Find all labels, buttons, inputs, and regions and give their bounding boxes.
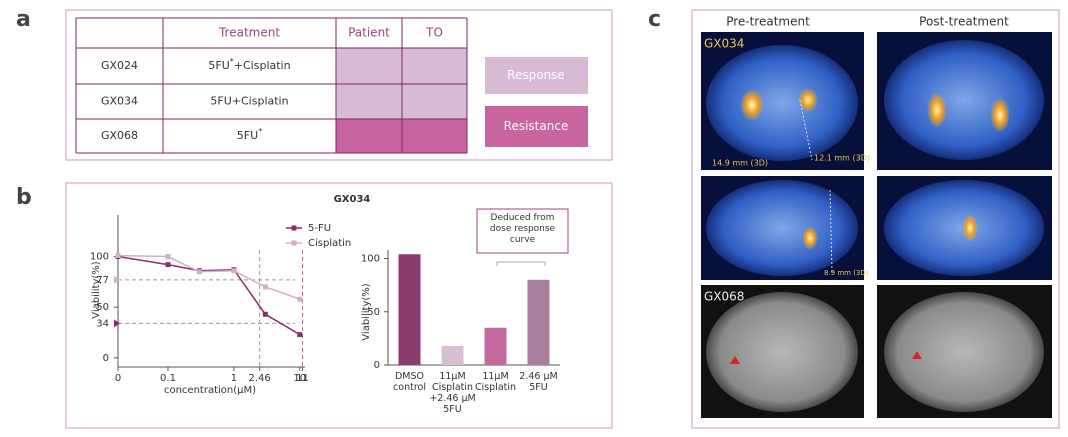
column-header: Patient — [348, 26, 390, 40]
treatment-part: * — [258, 127, 262, 136]
x-tick-label: 2.46 — [249, 373, 271, 384]
scan-images — [701, 32, 1052, 418]
treatment: 5FU+Cisplatin — [210, 95, 288, 108]
x-tick-label: 1 — [231, 373, 237, 384]
y-tick-label: 77 — [96, 275, 109, 286]
y-tick-label: 50 — [367, 307, 380, 318]
column-header: Treatment — [218, 26, 280, 40]
measurement: 8.9 mm (3D) — [824, 269, 869, 277]
point — [165, 254, 171, 260]
treatment: 5FU* — [237, 127, 262, 142]
panel-label: c — [648, 7, 661, 32]
panel-label: b — [16, 185, 32, 210]
point — [297, 332, 303, 338]
bar — [441, 345, 464, 365]
x-tick-label: 11μM Cisplatin — [474, 371, 517, 393]
x-tick-label: 11μM Cisplatin +2.46 μM 5FU — [429, 371, 476, 415]
measurement: 14.9 mm (3D) — [712, 159, 768, 168]
x-axis-label: concentration(μM) — [164, 385, 256, 396]
y-tick-label: 100 — [90, 252, 109, 263]
bar — [484, 327, 507, 365]
row-id: GX024 — [101, 59, 138, 72]
panel-frame — [65, 182, 613, 429]
annotation-bracket — [496, 261, 546, 266]
x-tick-label-box: 11μM Cisplatin — [474, 371, 517, 393]
row-id: GX034 — [101, 95, 138, 108]
column-header: Post-treatment — [919, 15, 1009, 29]
x-tick-label: 0 — [115, 373, 121, 384]
treatment: 5FU*+Cisplatin — [208, 57, 290, 72]
bar — [527, 279, 550, 365]
patient-label: GX068 — [704, 290, 744, 304]
point — [115, 253, 121, 259]
point — [297, 296, 303, 302]
point — [262, 311, 268, 317]
bar — [398, 254, 421, 365]
annotation-box: Deduced from dose response curve — [489, 213, 556, 245]
legend-label: Response — [507, 68, 565, 82]
panel-frame — [691, 9, 1060, 429]
patient-label: GX034 — [704, 37, 744, 51]
legend-label: 5-FU — [308, 223, 331, 234]
y-tick-label: 34 — [96, 318, 109, 329]
panel-label: a — [16, 7, 31, 32]
y-tick-label: 0 — [103, 353, 109, 364]
x-tick-label: 11 — [296, 373, 309, 384]
legend-label: Cisplatin — [308, 238, 351, 249]
x-tick-label-box: DMSO control — [393, 371, 426, 393]
treatment-part: * — [230, 57, 234, 66]
legend-swatch — [485, 57, 588, 94]
x-tick-label: 10 — [293, 373, 306, 384]
treatment-part: 5FU — [208, 59, 229, 72]
point — [231, 268, 237, 274]
guide-arrow — [114, 319, 120, 328]
x-tick-label-box: 11μM Cisplatin +2.46 μM 5FU — [429, 371, 476, 415]
treatment-part: +Cisplatin — [234, 59, 291, 72]
panel-frame — [65, 9, 613, 161]
chart-title: GX034 — [334, 194, 371, 205]
legend-swatch — [485, 106, 588, 147]
series-line — [117, 254, 301, 300]
point — [196, 269, 202, 275]
x-tick-label: DMSO control — [393, 371, 426, 393]
treatment-part: 5FU+Cisplatin — [210, 95, 288, 108]
column-header: TO — [425, 26, 443, 40]
y-axis-label: Viability(%) — [91, 261, 102, 318]
series-line — [117, 255, 301, 336]
legend-marker — [291, 240, 297, 246]
y-tick-label: 0 — [374, 360, 380, 371]
x-tick-label: 0.1 — [160, 373, 176, 384]
column-header: Pre-treatment — [726, 15, 810, 29]
measurement: 12.1 mm (3D) — [814, 154, 870, 163]
legend-marker — [291, 225, 297, 231]
treatment-part: 5FU — [237, 129, 258, 142]
y-tick-label: 100 — [361, 254, 380, 265]
point — [262, 284, 268, 290]
y-tick-label: 50 — [96, 302, 109, 313]
legend-label: Resistance — [504, 119, 569, 133]
row-id: GX068 — [101, 129, 138, 142]
y-axis-label: Viability(%) — [361, 283, 372, 340]
guide-arrow — [114, 275, 120, 284]
x-tick-label-box: 2.46 μM 5FU — [519, 371, 558, 393]
x-tick-label: 2.46 μM 5FU — [519, 371, 558, 393]
point — [165, 262, 171, 268]
annotation-box — [476, 208, 569, 254]
annotation: Deduced from dose response curve — [489, 213, 556, 245]
